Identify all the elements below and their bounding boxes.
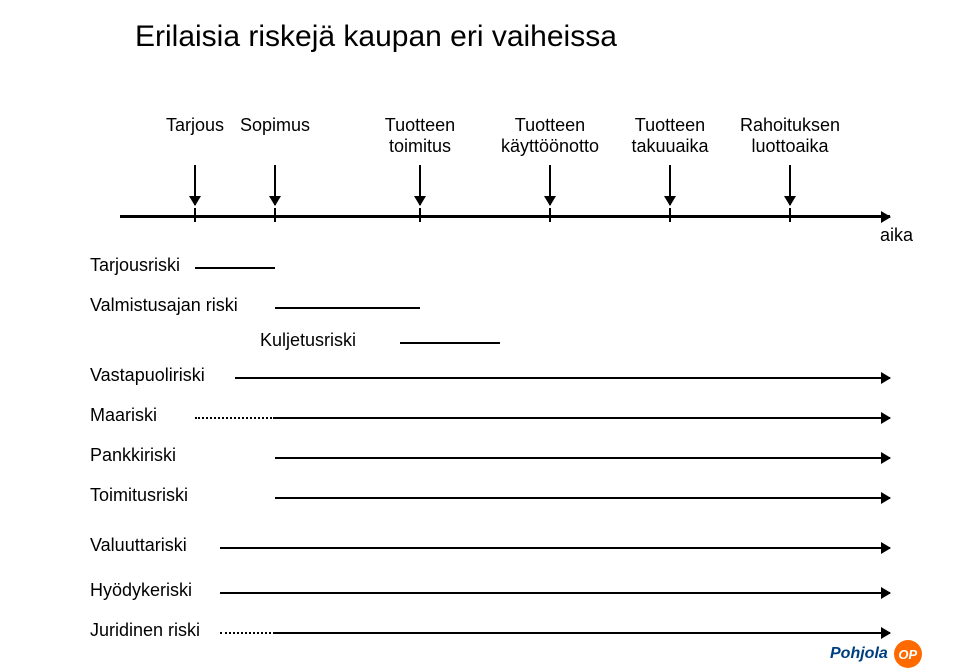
time-label: aika: [880, 225, 913, 246]
risk-label: Maariski: [90, 405, 157, 426]
risk-label: Tarjousriski: [90, 255, 180, 276]
risk-label: Valuuttariski: [90, 535, 187, 556]
page-title: Erilaisia riskejä kaupan eri vaiheissa: [135, 20, 617, 54]
column-arrow-down: [274, 165, 276, 205]
risk-bar: [275, 417, 890, 419]
column-label: Tuotteentoimitus: [375, 115, 465, 157]
pohjola-logo: Pohjola OP: [830, 640, 922, 668]
column-label: Tuotteenkäyttöönotto: [495, 115, 605, 157]
risk-bar: [275, 632, 890, 634]
column-arrow-down: [419, 165, 421, 205]
diagram-page: { "canvas":{"w":959,"h":669,"bg":"#fffff…: [0, 0, 959, 669]
risk-label: Toimitusriski: [90, 485, 188, 506]
timeline-axis: [120, 215, 890, 218]
timeline-tick: [789, 208, 791, 222]
risk-bar: [220, 547, 890, 549]
column-arrow-down: [549, 165, 551, 205]
risk-label: Kuljetusriski: [260, 330, 356, 351]
op-icon: OP: [894, 640, 922, 668]
column-arrow-down: [669, 165, 671, 205]
risk-bar: [275, 497, 890, 499]
risk-bar: [275, 457, 890, 459]
risk-bar: [235, 377, 890, 379]
column-label: Tuotteentakuuaika: [625, 115, 715, 157]
column-label: Sopimus: [235, 115, 315, 136]
risk-bar-dotted: [220, 632, 275, 634]
timeline-tick: [669, 208, 671, 222]
column-label: Rahoituksenluottoaika: [735, 115, 845, 157]
risk-bar: [220, 592, 890, 594]
timeline-tick: [274, 208, 276, 222]
risk-bar: [275, 307, 420, 309]
risk-label: Juridinen riski: [90, 620, 200, 641]
risk-bar-dotted: [195, 417, 275, 419]
risk-label: Pankkiriski: [90, 445, 176, 466]
risk-label: Valmistusajan riski: [90, 295, 238, 316]
op-icon-glyph: OP: [898, 647, 917, 662]
timeline-tick: [194, 208, 196, 222]
risk-label: Hyödykeriski: [90, 580, 192, 601]
risk-bar: [195, 267, 275, 269]
risk-label: Vastapuoliriski: [90, 365, 205, 386]
timeline-tick: [419, 208, 421, 222]
timeline-tick: [549, 208, 551, 222]
logo-text: Pohjola: [830, 645, 888, 663]
column-arrow-down: [194, 165, 196, 205]
risk-bar: [400, 342, 500, 344]
column-arrow-down: [789, 165, 791, 205]
column-label: Tarjous: [160, 115, 230, 136]
